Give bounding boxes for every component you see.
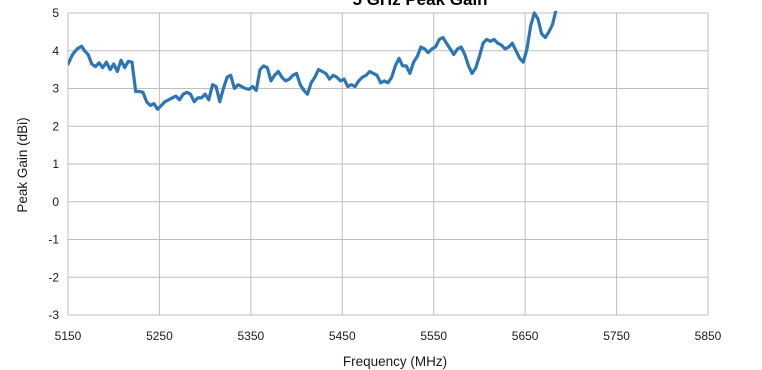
x-tick-label: 5450 <box>329 329 356 343</box>
y-tick-label: 3 <box>52 82 59 96</box>
x-tick-label: 5550 <box>420 329 447 343</box>
series-line <box>68 11 558 111</box>
x-tick-label: 5350 <box>238 329 265 343</box>
y-axis-title: Peak Gain (dBi) <box>15 117 30 212</box>
x-tick-label: 5850 <box>695 329 722 343</box>
x-axis-title: Frequency (MHz) <box>343 354 447 369</box>
y-tick-labels: -3 -2 -1 0 1 2 3 4 5 <box>48 6 59 322</box>
y-tick-label: -2 <box>48 270 59 284</box>
x-tick-label: 5250 <box>146 329 173 343</box>
x-tick-label: 5150 <box>55 329 82 343</box>
y-tick-label: 4 <box>52 44 59 58</box>
y-tick-label: 0 <box>52 195 59 209</box>
x-tick-label: 5650 <box>512 329 539 343</box>
gridlines <box>67 12 709 316</box>
y-tick-label: -3 <box>48 308 59 322</box>
y-tick-label: 2 <box>52 119 59 133</box>
x-tick-label: 5750 <box>603 329 630 343</box>
chart-title: 5 GHz Peak Gain <box>352 0 487 9</box>
y-tick-label: 1 <box>52 157 59 171</box>
y-tick-label: 5 <box>52 6 59 20</box>
x-tick-labels: 5150 5250 5350 5450 5550 5650 5750 5850 <box>55 329 722 343</box>
y-tick-label: -1 <box>48 233 59 247</box>
